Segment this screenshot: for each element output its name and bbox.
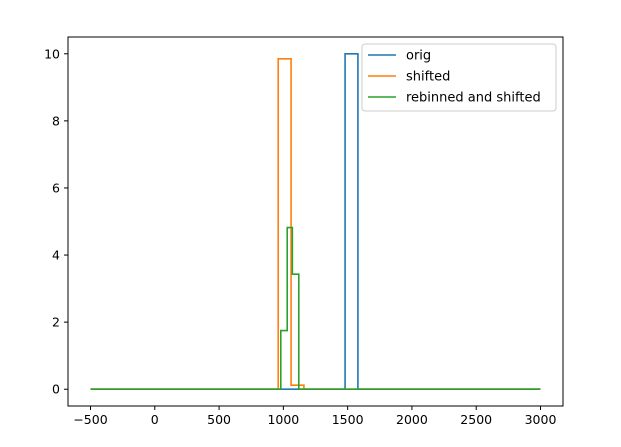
y-axis: 0 2 4 6 8 10 <box>44 46 68 397</box>
x-tick-label: 2500 <box>460 412 492 427</box>
y-tick-label: 2 <box>52 315 60 330</box>
series-layer <box>90 52 541 391</box>
x-axis: −500 0 500 1000 1500 2000 2500 3000 <box>73 406 556 427</box>
series-line-rebinned-and-shifted <box>90 226 541 391</box>
y-tick-label: 6 <box>52 180 60 195</box>
x-tick-label: 500 <box>207 412 231 427</box>
legend-label-orig: orig <box>406 49 431 64</box>
legend-label-rebinned-and-shifted: rebinned and shifted <box>406 91 541 106</box>
x-tick-label: 2000 <box>396 412 428 427</box>
y-tick-label: 4 <box>52 248 60 263</box>
x-tick-label: 1500 <box>332 412 364 427</box>
x-tick-label: 3000 <box>525 412 557 427</box>
x-tick-label: 1000 <box>267 412 299 427</box>
y-tick-label: 0 <box>52 382 60 397</box>
legend: orig shifted rebinned and shifted <box>361 43 557 112</box>
legend-label-shifted: shifted <box>406 70 450 85</box>
x-tick-label: −500 <box>73 412 107 427</box>
y-tick-label: 8 <box>52 113 60 128</box>
axes-frame <box>67 36 564 407</box>
x-tick-label: 0 <box>151 412 159 427</box>
y-tick-label: 10 <box>44 46 60 61</box>
legend-box <box>361 43 557 112</box>
